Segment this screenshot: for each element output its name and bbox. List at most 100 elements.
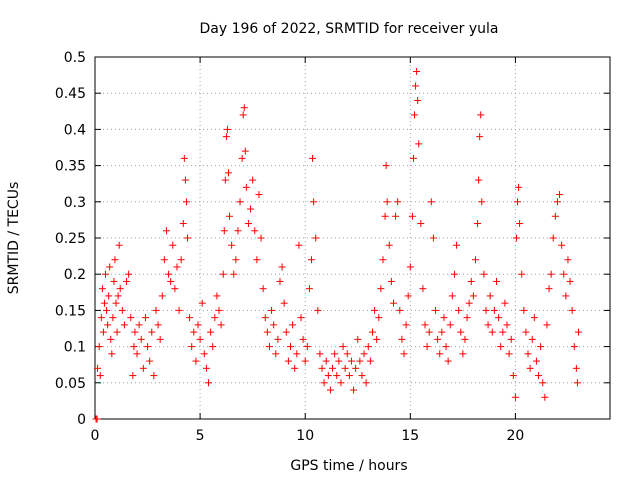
data-point: [339, 343, 347, 351]
data-point: [366, 357, 374, 365]
data-point: [511, 393, 519, 401]
data-point: [537, 343, 545, 351]
data-point: [377, 285, 385, 293]
data-point: [105, 292, 113, 300]
data-point: [309, 154, 317, 162]
data-point: [440, 314, 448, 322]
data-point: [286, 343, 294, 351]
data-point: [270, 321, 278, 329]
data-point: [520, 306, 528, 314]
data-point: [463, 314, 471, 322]
data-point: [402, 321, 410, 329]
data-point: [186, 314, 194, 322]
data-point: [354, 335, 362, 343]
data-point: [308, 256, 316, 264]
data-point: [375, 314, 383, 322]
data-point: [182, 198, 190, 206]
data-point: [263, 328, 271, 336]
data-point: [196, 335, 204, 343]
data-point: [192, 357, 200, 365]
data-point: [368, 328, 376, 336]
y-tick-label: 0.45: [55, 86, 86, 102]
data-point: [154, 321, 162, 329]
data-point: [160, 256, 168, 264]
data-point: [331, 350, 339, 358]
x-tick-label: 15: [401, 428, 419, 444]
data-point: [553, 198, 561, 206]
data-point: [222, 133, 230, 141]
data-point: [560, 270, 568, 278]
data-point: [512, 234, 520, 242]
data-point: [438, 328, 446, 336]
data-point: [95, 343, 103, 351]
y-tick-label: 0.5: [64, 50, 86, 66]
y-tick-label: 0.1: [64, 340, 86, 356]
data-point: [333, 372, 341, 380]
data-point: [240, 104, 248, 112]
data-point: [297, 314, 305, 322]
data-point: [114, 292, 122, 300]
data-point: [396, 306, 404, 314]
data-point: [568, 306, 576, 314]
data-point: [469, 292, 477, 300]
data-point: [516, 220, 524, 228]
data-point: [492, 277, 500, 285]
data-point: [329, 364, 337, 372]
data-point: [324, 372, 332, 380]
y-tick-label: 0.35: [55, 159, 86, 175]
data-point: [476, 133, 484, 141]
data-point: [255, 191, 263, 199]
data-point: [382, 162, 390, 170]
y-tick-label: 0: [77, 412, 86, 428]
data-point: [221, 176, 229, 184]
data-point: [200, 350, 208, 358]
data-point: [356, 357, 364, 365]
data-point: [94, 364, 102, 372]
data-point: [474, 220, 482, 228]
data-point: [181, 176, 189, 184]
y-axis-label: SRMTID / TECUs: [6, 182, 22, 295]
data-point: [345, 372, 353, 380]
y-tick-label: 0.15: [55, 303, 86, 319]
data-point: [152, 306, 160, 314]
data-point: [572, 364, 580, 372]
data-point: [118, 306, 126, 314]
data-point: [100, 299, 108, 307]
data-point: [236, 198, 244, 206]
data-point: [465, 299, 473, 307]
data-point: [226, 212, 234, 220]
x-axis-label: GPS time / hours: [290, 458, 407, 474]
data-point: [171, 285, 179, 293]
data-point: [461, 335, 469, 343]
data-point: [573, 379, 581, 387]
data-point: [93, 415, 101, 423]
data-point: [532, 357, 540, 365]
data-point: [120, 321, 128, 329]
data-point: [312, 234, 320, 242]
data-point: [183, 234, 191, 242]
data-point: [411, 111, 419, 119]
data-point: [130, 343, 138, 351]
data-point: [205, 379, 213, 387]
data-point: [335, 357, 343, 365]
data-point: [127, 314, 135, 322]
data-point: [251, 227, 259, 235]
data-point: [156, 335, 164, 343]
data-point: [446, 321, 454, 329]
data-point: [394, 198, 402, 206]
data-point: [448, 292, 456, 300]
data-point: [562, 292, 570, 300]
data-point: [570, 343, 578, 351]
data-point: [158, 292, 166, 300]
data-point: [162, 227, 170, 235]
data-point: [135, 321, 143, 329]
data-point: [259, 285, 267, 293]
data-point: [322, 357, 330, 365]
data-point: [364, 343, 372, 351]
data-point: [539, 379, 547, 387]
data-point: [272, 350, 280, 358]
y-tick-label: 0.2: [64, 267, 86, 283]
data-point: [362, 379, 370, 387]
